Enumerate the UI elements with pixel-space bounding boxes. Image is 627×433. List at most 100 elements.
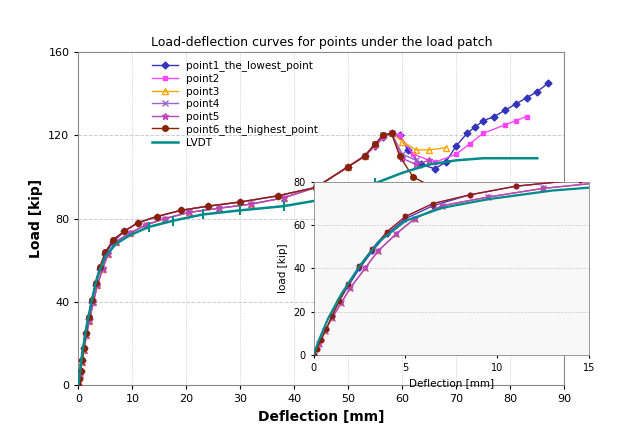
point6_the_highest_point bbox=[82, 331, 90, 336]
point5 bbox=[248, 201, 255, 207]
point2 bbox=[480, 131, 487, 136]
point2 bbox=[120, 229, 128, 234]
point6_the_highest_point bbox=[312, 185, 320, 190]
point6_the_highest_point bbox=[110, 237, 117, 242]
point3 bbox=[186, 210, 193, 215]
point3 bbox=[142, 222, 150, 227]
point3 bbox=[372, 141, 379, 146]
point1_the_lowest_point bbox=[153, 214, 161, 219]
point6_the_highest_point bbox=[76, 377, 83, 382]
point5 bbox=[387, 131, 395, 136]
point2 bbox=[409, 152, 417, 157]
point6_the_highest_point bbox=[134, 220, 142, 226]
point3 bbox=[280, 195, 287, 200]
point3 bbox=[161, 216, 169, 221]
Legend: point1_the_lowest_point, point2, point3, point4, point5, point6_the_highest_poin: point1_the_lowest_point, point2, point3,… bbox=[152, 61, 318, 148]
point3 bbox=[442, 145, 450, 150]
LVDT bbox=[399, 170, 406, 175]
point1_the_lowest_point bbox=[80, 345, 88, 350]
point1_the_lowest_point bbox=[361, 154, 368, 159]
LVDT bbox=[145, 224, 152, 229]
X-axis label: Deflection [mm]: Deflection [mm] bbox=[409, 378, 494, 388]
point1_the_lowest_point bbox=[404, 147, 411, 152]
LVDT bbox=[534, 155, 541, 161]
point6_the_highest_point bbox=[361, 154, 368, 159]
point4 bbox=[186, 210, 193, 215]
point1_the_lowest_point bbox=[534, 89, 541, 94]
point2 bbox=[134, 220, 142, 226]
point3 bbox=[80, 347, 88, 352]
point6_the_highest_point bbox=[92, 281, 100, 286]
point3 bbox=[104, 252, 112, 257]
point1_the_lowest_point bbox=[75, 383, 82, 388]
point6_the_highest_point bbox=[426, 183, 433, 188]
point2 bbox=[361, 154, 368, 159]
point1_the_lowest_point bbox=[102, 252, 109, 257]
LVDT bbox=[280, 204, 287, 209]
point2 bbox=[153, 214, 161, 219]
point1_the_lowest_point bbox=[275, 193, 282, 198]
LVDT bbox=[126, 233, 134, 238]
point6_the_highest_point bbox=[496, 185, 503, 190]
point6_the_highest_point bbox=[517, 183, 525, 188]
point2 bbox=[512, 118, 520, 123]
point2 bbox=[102, 249, 109, 255]
point5 bbox=[280, 195, 287, 200]
point3 bbox=[361, 154, 368, 159]
point5 bbox=[186, 210, 193, 215]
point5 bbox=[104, 252, 112, 257]
point5 bbox=[412, 162, 419, 167]
point6_the_highest_point bbox=[96, 264, 103, 269]
point2 bbox=[76, 368, 84, 373]
point6_the_highest_point bbox=[387, 131, 395, 136]
point5 bbox=[126, 231, 134, 236]
point4 bbox=[83, 333, 90, 338]
LVDT bbox=[112, 241, 120, 246]
point4 bbox=[93, 283, 101, 288]
point6_the_highest_point bbox=[80, 345, 88, 350]
point2 bbox=[523, 114, 530, 119]
point3 bbox=[126, 231, 134, 236]
point2 bbox=[372, 143, 379, 149]
point6_the_highest_point bbox=[236, 199, 244, 205]
point1_the_lowest_point bbox=[442, 160, 450, 165]
point4 bbox=[112, 239, 120, 244]
LVDT bbox=[83, 324, 90, 330]
point2 bbox=[387, 131, 395, 136]
point2 bbox=[466, 141, 473, 146]
point2 bbox=[501, 122, 508, 127]
point3 bbox=[387, 131, 395, 136]
point2 bbox=[312, 185, 320, 190]
point1_the_lowest_point bbox=[490, 114, 498, 119]
LVDT bbox=[426, 162, 433, 167]
point2 bbox=[453, 152, 460, 157]
point2 bbox=[92, 281, 100, 286]
point1_the_lowest_point bbox=[453, 143, 460, 149]
point4 bbox=[161, 216, 169, 221]
point4 bbox=[387, 131, 395, 136]
point3 bbox=[312, 185, 320, 190]
point4 bbox=[345, 164, 352, 169]
point6_the_highest_point bbox=[75, 383, 82, 388]
Line: LVDT: LVDT bbox=[78, 158, 537, 385]
point1_the_lowest_point bbox=[380, 135, 387, 140]
point6_the_highest_point bbox=[445, 185, 452, 190]
point3 bbox=[76, 372, 84, 378]
point6_the_highest_point bbox=[204, 204, 212, 209]
point3 bbox=[85, 318, 93, 323]
point1_the_lowest_point bbox=[82, 331, 90, 336]
LVDT bbox=[169, 218, 177, 223]
point4 bbox=[142, 222, 150, 227]
point1_the_lowest_point bbox=[110, 239, 117, 244]
point3 bbox=[412, 147, 419, 152]
point3 bbox=[93, 283, 101, 288]
point2 bbox=[431, 160, 438, 165]
point4 bbox=[312, 185, 320, 190]
point1_the_lowest_point bbox=[134, 220, 142, 226]
point4 bbox=[75, 383, 82, 388]
LVDT bbox=[93, 275, 101, 280]
point3 bbox=[399, 139, 406, 144]
point6_the_highest_point bbox=[76, 368, 84, 373]
point2 bbox=[88, 297, 96, 303]
point5 bbox=[215, 206, 223, 211]
